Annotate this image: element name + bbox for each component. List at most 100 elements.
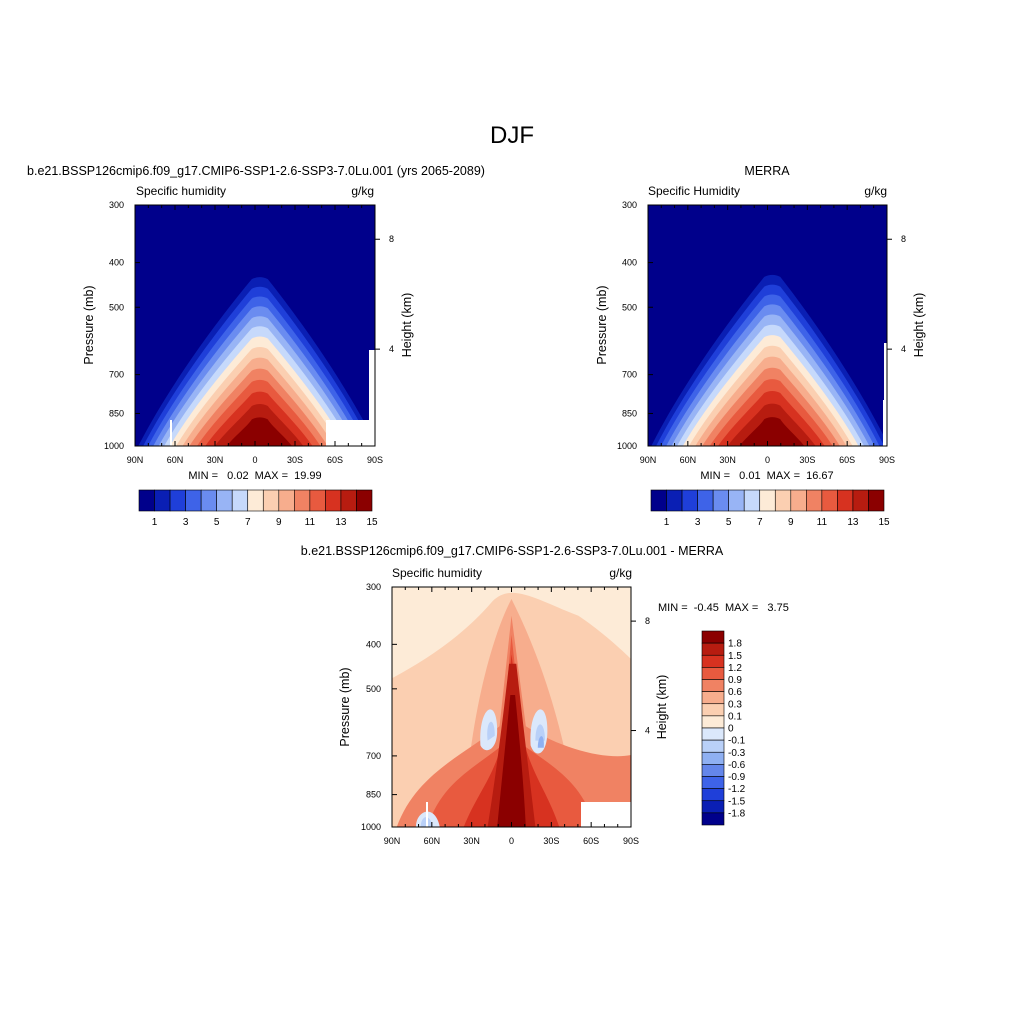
- x-tick-label: 30N: [207, 455, 224, 465]
- y-tick-label: 850: [109, 408, 124, 418]
- contour-band-14: [226, 417, 292, 446]
- x-tick-label: 60N: [167, 455, 184, 465]
- contour-band-neg-0.6: [537, 736, 544, 748]
- diff-heading: b.e21.BSSP126cmip6.f09_g17.CMIP6-SSP1-2.…: [301, 544, 724, 558]
- colorbar-swatch: [154, 489, 171, 512]
- y-tick-label: 400: [109, 258, 124, 268]
- colorbar-swatch: [701, 654, 725, 668]
- x-tick-label: 30S: [287, 455, 303, 465]
- y-tick-label: 1000: [361, 822, 381, 832]
- y-tick-label: 500: [109, 302, 124, 312]
- contour-fill: [138, 277, 375, 446]
- units-label: g/kg: [864, 184, 887, 198]
- missing-data-patch: [369, 350, 375, 420]
- colorbar-label: 0.1: [728, 711, 742, 722]
- colorbar-swatch: [216, 489, 233, 512]
- colorbar-swatch: [701, 703, 725, 717]
- colorbar-swatch: [821, 489, 838, 512]
- contour-fill: [651, 274, 887, 446]
- y-right-tick-label: 8: [645, 616, 650, 626]
- colorbar-swatch: [650, 489, 667, 512]
- colorbar-label: 5: [214, 517, 220, 528]
- y-tick-label: 500: [622, 302, 637, 312]
- colorbar-label: -1.2: [728, 784, 746, 795]
- y-tick-label: 850: [366, 790, 381, 800]
- colorbar-label: 1.8: [728, 639, 742, 650]
- colorbar-swatch: [701, 800, 725, 814]
- y-right-tick-label: 4: [901, 344, 906, 354]
- colorbar-swatch: [852, 489, 869, 512]
- variable-label: Specific humidity: [136, 184, 226, 198]
- y-tick-label: 700: [366, 751, 381, 761]
- obs-heading: MERRA: [744, 164, 790, 178]
- contour-band-neg-0.3: [535, 724, 545, 741]
- missing-data-patch: [581, 802, 631, 827]
- axis-ticks: 90N 60N 30N 0 30S 60S 90S 300 400 500 700 850 1000 8 4: [104, 200, 394, 465]
- x-tick-label: 90N: [640, 455, 657, 465]
- colorbar-swatch: [340, 489, 357, 512]
- colorbar-swatch: [806, 489, 823, 512]
- panel-model: 90N 60N 30N 0 30S 60S 90S 300 400 500 700 850 1000 8 4…: [82, 184, 414, 528]
- units-label: g/kg: [609, 566, 632, 580]
- colorbar: 1.81.51.20.90.60.30.10-0.1-0.3-0.6-0.9-1…: [701, 630, 746, 826]
- colorbar-label: 15: [366, 517, 378, 528]
- units-label: g/kg: [351, 184, 374, 198]
- y-axis-label: Pressure (mb): [338, 667, 352, 746]
- y-axis-label: Pressure (mb): [82, 285, 96, 364]
- x-tick-label: 60N: [680, 455, 697, 465]
- x-tick-label: 0: [509, 836, 514, 846]
- colorbar-swatch: [231, 489, 249, 512]
- contour-band-1.8: [497, 695, 526, 827]
- colorbar-swatch: [681, 489, 698, 512]
- colorbar-swatch: [169, 489, 186, 512]
- colorbar-label: 7: [245, 517, 251, 528]
- colorbar-label: -0.1: [728, 736, 746, 747]
- x-tick-label: 60S: [839, 455, 855, 465]
- colorbar-swatch: [728, 489, 745, 512]
- colorbar-label: 13: [847, 517, 859, 528]
- y-tick-label: 850: [622, 408, 637, 418]
- colorbar-label: -0.3: [728, 748, 746, 759]
- x-tick-label: 90N: [127, 455, 144, 465]
- x-tick-label: 90S: [879, 455, 895, 465]
- colorbar-label: 1: [152, 517, 158, 528]
- colorbar-swatch: [701, 739, 725, 753]
- y-tick-label: 300: [366, 582, 381, 592]
- y-tick-label: 500: [366, 684, 381, 694]
- colorbar-swatch: [743, 489, 761, 512]
- colorbar-label: 0.3: [728, 699, 742, 710]
- x-tick-label: 60S: [583, 836, 599, 846]
- y-axis-label: Pressure (mb): [595, 285, 609, 364]
- min-max-stats: MIN = 0.01 MAX = 16.67: [700, 470, 833, 482]
- y-right-axis-label: Height (km): [400, 293, 414, 358]
- y-right-tick-label: 4: [645, 726, 650, 736]
- colorbar-label: 13: [335, 517, 347, 528]
- colorbar-swatch: [325, 489, 342, 512]
- colorbar-label: 15: [878, 517, 890, 528]
- x-tick-label: 30N: [719, 455, 736, 465]
- x-tick-label: 0: [252, 455, 257, 465]
- colorbar-swatch: [294, 489, 311, 512]
- colorbar-swatch: [868, 489, 885, 512]
- colorbar-label: 9: [276, 517, 282, 528]
- y-tick-label: 300: [622, 200, 637, 210]
- colorbar-swatch: [774, 489, 792, 512]
- y-right-tick-label: 8: [901, 234, 906, 244]
- y-right-axis-label: Height (km): [655, 675, 669, 740]
- colorbar-label: 1.5: [728, 651, 742, 662]
- colorbar-swatch: [701, 788, 725, 802]
- y-tick-label: 1000: [104, 441, 124, 451]
- colorbar-swatch: [712, 489, 729, 512]
- contour-band-14: [739, 417, 805, 446]
- panel-diff: 90N 60N 30N 0 30S 60S 90S 300 400 500 700 850 1000 8 4…: [338, 566, 789, 846]
- model-heading: b.e21.BSSP126cmip6.f09_g17.CMIP6-SSP1-2.…: [27, 164, 485, 178]
- colorbar-label: -0.9: [728, 772, 746, 783]
- colorbar-swatch: [309, 489, 326, 512]
- x-tick-label: 90N: [384, 836, 401, 846]
- contour-fill: [392, 592, 631, 827]
- x-tick-label: 30S: [799, 455, 815, 465]
- colorbar-label: -1.8: [728, 808, 746, 819]
- missing-data-patch: [170, 420, 172, 446]
- y-right-axis-label: Height (km): [912, 293, 926, 358]
- colorbar-swatch: [701, 812, 725, 826]
